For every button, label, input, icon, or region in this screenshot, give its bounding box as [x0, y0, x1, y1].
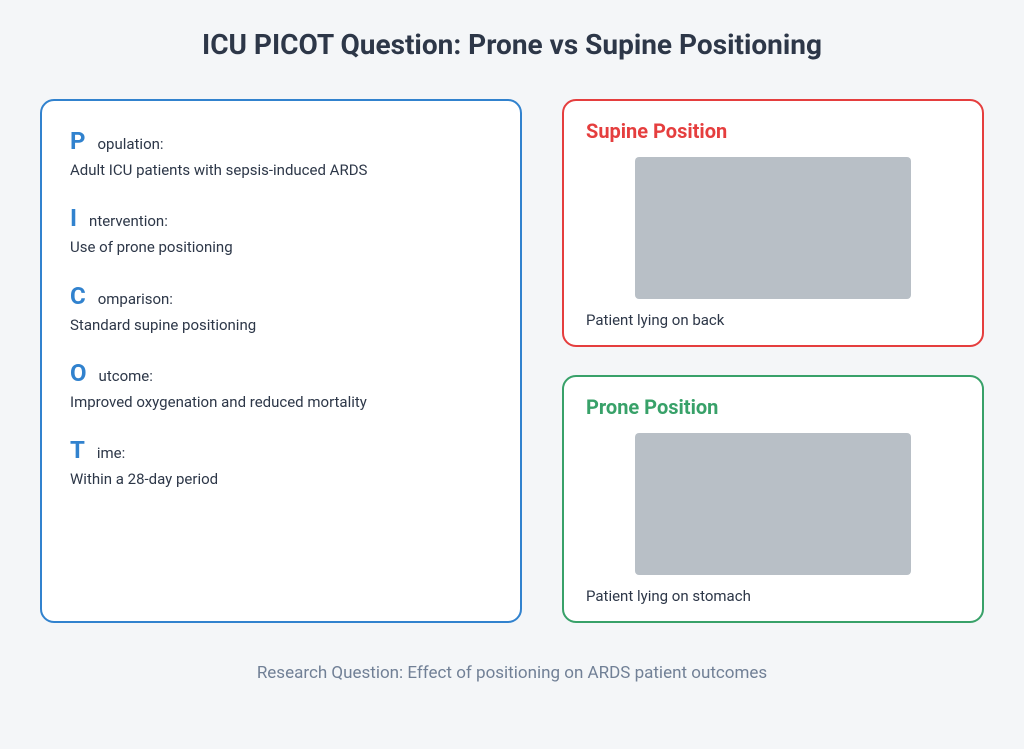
picot-letter: I [70, 204, 77, 232]
picot-desc: Adult ICU patients with sepsis-induced A… [70, 159, 492, 182]
picot-letter: C [70, 282, 86, 310]
prone-image-placeholder [635, 433, 912, 575]
picot-label: omparison: [98, 290, 173, 308]
picot-letter: T [70, 436, 85, 464]
picot-desc: Within a 28-day period [70, 468, 492, 491]
picot-item-intervention: Intervention: Use of prone positioning [70, 204, 492, 259]
page-title: ICU PICOT Question: Prone vs Supine Posi… [40, 28, 984, 61]
picot-item-time: Time: Within a 28-day period [70, 436, 492, 491]
picot-desc: Standard supine positioning [70, 314, 492, 337]
content-row: Population: Adult ICU patients with seps… [40, 99, 984, 623]
footer-text: Research Question: Effect of positioning… [40, 663, 984, 683]
positions-column: Supine Position Patient lying on back Pr… [562, 99, 984, 623]
picot-label: opulation: [97, 135, 163, 153]
supine-caption: Patient lying on back [586, 311, 960, 329]
picot-item-outcome: Outcome: Improved oxygenation and reduce… [70, 359, 492, 414]
prone-title: Prone Position [586, 395, 960, 419]
picot-letter: O [70, 359, 87, 387]
picot-letter: P [70, 127, 85, 155]
supine-title: Supine Position [586, 119, 960, 143]
picot-card: Population: Adult ICU patients with seps… [40, 99, 522, 623]
page-container: ICU PICOT Question: Prone vs Supine Posi… [0, 0, 1024, 703]
prone-caption: Patient lying on stomach [586, 587, 960, 605]
picot-label: utcome: [99, 367, 153, 385]
picot-item-comparison: Comparison: Standard supine positioning [70, 282, 492, 337]
picot-item-population: Population: Adult ICU patients with seps… [70, 127, 492, 182]
picot-desc: Improved oxygenation and reduced mortali… [70, 391, 492, 414]
picot-desc: Use of prone positioning [70, 236, 492, 259]
supine-card: Supine Position Patient lying on back [562, 99, 984, 347]
prone-card: Prone Position Patient lying on stomach [562, 375, 984, 623]
supine-image-placeholder [635, 157, 912, 299]
picot-label: ntervention: [89, 212, 168, 230]
picot-label: ime: [97, 444, 125, 462]
